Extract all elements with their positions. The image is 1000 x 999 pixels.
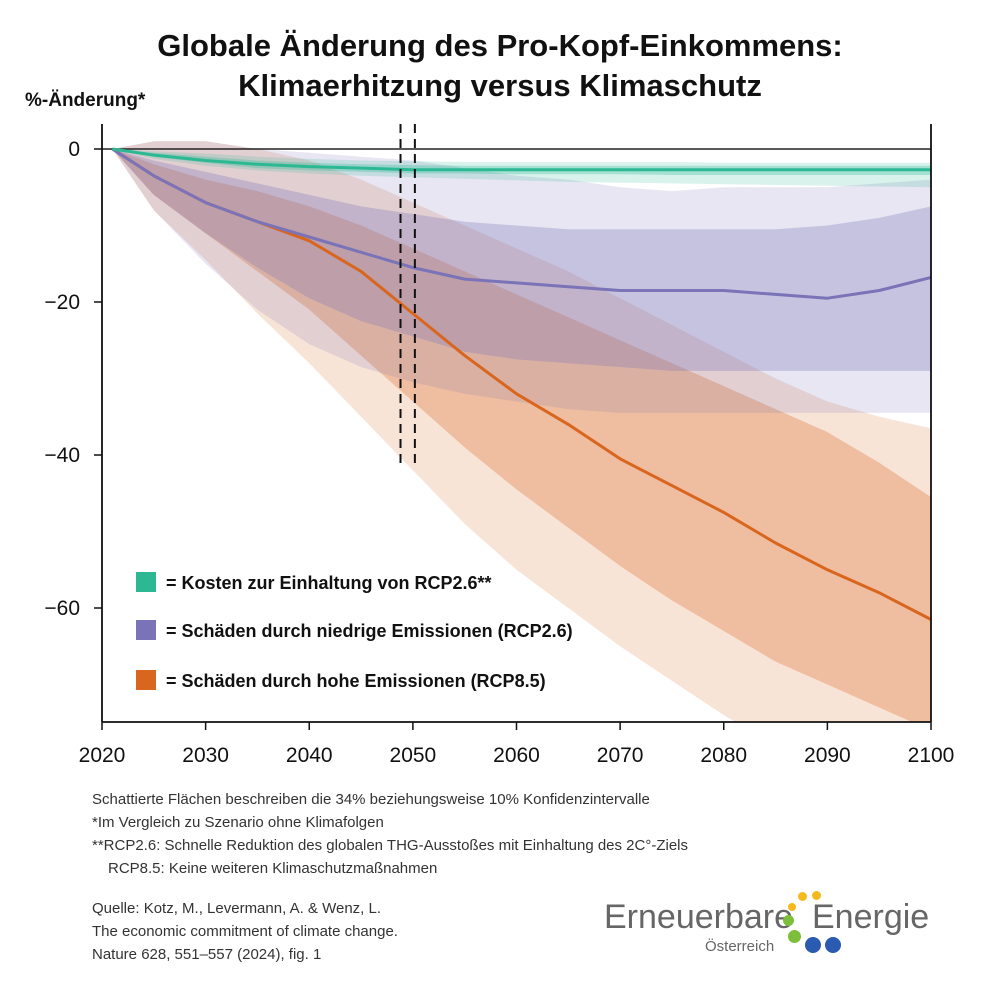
logo-subtitle: Österreich bbox=[705, 938, 775, 955]
source: Quelle: Kotz, M., Levermann, A. & Wenz, … bbox=[92, 897, 398, 966]
band-34-damage-rcp85 bbox=[112, 149, 931, 722]
y-tick-label-2: −40 bbox=[44, 444, 80, 467]
band-10-damage-rcp85 bbox=[112, 141, 931, 722]
y-axis-label: %-Änderung* bbox=[25, 90, 146, 111]
band-34-damage-rcp26 bbox=[112, 149, 931, 371]
x-tick-label-2020: 2020 bbox=[79, 744, 126, 767]
x-tick-label-2070: 2070 bbox=[597, 744, 644, 767]
logo-dot bbox=[783, 915, 794, 926]
line-cost-rcp26 bbox=[112, 147, 931, 172]
legend-label-damage-rcp85: = Schäden durch hohe Emissionen (RCP8.5) bbox=[166, 671, 546, 691]
source-journal: Nature 628, 551–557 (2024), fig. 1 bbox=[92, 946, 322, 963]
source-authors: Quelle: Kotz, M., Levermann, A. & Wenz, … bbox=[92, 900, 382, 917]
y-tick-label-0: 0 bbox=[68, 138, 80, 161]
note-rcp85: RCP8.5: Keine weiteren Klimaschutzmaßnah… bbox=[108, 860, 438, 877]
logo-word-energie: Energie bbox=[812, 898, 930, 936]
band-10-damage-rcp26 bbox=[112, 141, 931, 413]
title-line-2: Klimaerhitzung versus Klimaschutz bbox=[238, 68, 762, 103]
notes: Schattierte Flächen beschreiben die 34% … bbox=[92, 788, 688, 880]
band-10-cost-rcp26 bbox=[112, 149, 931, 188]
title-line-1: Globale Änderung des Pro-Kopf-Einkommens… bbox=[157, 28, 843, 63]
legend-swatch-damage-rcp85 bbox=[136, 670, 156, 690]
x-tick-label-2090: 2090 bbox=[804, 744, 851, 767]
note-confidence: Schattierte Flächen beschreiben die 34% … bbox=[92, 791, 650, 808]
logo-dot bbox=[805, 937, 821, 953]
logo-dot bbox=[825, 937, 841, 953]
x-tick-label-2050: 2050 bbox=[390, 744, 437, 767]
x-tick-label-2100: 2100 bbox=[908, 744, 955, 767]
line-damage-rcp26 bbox=[111, 147, 931, 300]
logo-dot bbox=[798, 892, 807, 901]
logo-dot bbox=[788, 930, 801, 943]
note-rcp26: **RCP2.6: Schnelle Reduktion des globale… bbox=[92, 837, 689, 854]
x-tick-label-2060: 2060 bbox=[493, 744, 540, 767]
legend-swatch-cost-rcp26 bbox=[136, 572, 156, 592]
x-tick-label-2080: 2080 bbox=[700, 744, 747, 767]
plot-area bbox=[102, 141, 931, 722]
source-title: The economic commitment of climate chang… bbox=[92, 923, 398, 940]
logo-dot bbox=[788, 903, 796, 911]
y-tick-label-3: −60 bbox=[44, 597, 80, 620]
logo: Erneuerbare Energie Österreich bbox=[600, 886, 930, 966]
note-reference: *Im Vergleich zu Szenario ohne Klimafolg… bbox=[92, 814, 384, 831]
logo-word-erneuerbare: Erneuerbare bbox=[604, 898, 794, 936]
legend-label-damage-rcp26: = Schäden durch niedrige Emissionen (RCP… bbox=[166, 621, 573, 641]
legend-swatch-damage-rcp26 bbox=[136, 620, 156, 640]
chart-title: Globale Änderung des Pro-Kopf-Einkommens… bbox=[0, 26, 1000, 106]
y-tick-label-1: −20 bbox=[44, 291, 80, 314]
logo-dot bbox=[812, 891, 821, 900]
legend-label-cost-rcp26: = Kosten zur Einhaltung von RCP2.6** bbox=[166, 573, 492, 593]
x-tick-label-2040: 2040 bbox=[286, 744, 333, 767]
x-tick-label-2030: 2030 bbox=[182, 744, 229, 767]
